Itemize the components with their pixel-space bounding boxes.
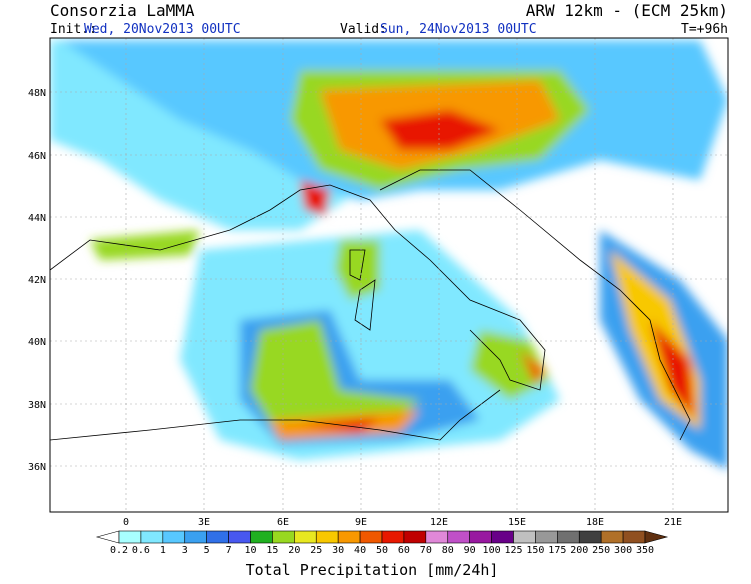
colorbar-label: 10	[244, 545, 256, 556]
colorbar-box	[425, 530, 449, 544]
lon-label: 15E	[508, 517, 526, 528]
colorbar-box	[447, 530, 470, 544]
colorbar-label: 40	[354, 545, 366, 556]
left-title: Consorzia LaMMA	[50, 1, 195, 20]
lon-label: 0	[123, 517, 129, 528]
lon-label: 9E	[355, 517, 367, 528]
colorbar-label: 70	[420, 545, 432, 556]
lat-label: 38N	[28, 400, 46, 411]
colorbar-box	[381, 530, 405, 544]
colorbar-box	[228, 530, 251, 544]
colorbar-label: 3	[182, 545, 188, 556]
colorbar-label: 80	[442, 545, 454, 556]
colorbar-box	[622, 530, 646, 544]
colorbar-label: 20	[288, 545, 300, 556]
colorbar-box	[140, 530, 164, 544]
lead-time: T=+96h	[681, 22, 728, 37]
colorbar-label: 60	[398, 545, 410, 556]
colorbar-end	[644, 530, 669, 544]
colorbar-box	[403, 530, 427, 544]
colorbar-title: Total Precipitation [mm/24h]	[246, 561, 499, 579]
colorbar-label: 1	[160, 545, 166, 556]
colorbar-box	[578, 530, 602, 544]
lon-label: 6E	[277, 517, 289, 528]
colorbar-label: 200	[570, 545, 588, 556]
colorbar-label: 5	[204, 545, 210, 556]
lat-label: 44N	[28, 213, 46, 224]
colorbar-box	[206, 530, 229, 544]
colorbar-label: 125	[504, 545, 522, 556]
lat-label: 36N	[28, 462, 46, 473]
colorbar-label: 175	[548, 545, 566, 556]
colorbar-box	[294, 530, 317, 544]
valid-time: Sun, 24Nov2013 00UTC	[380, 22, 537, 37]
colorbar-box	[250, 530, 273, 544]
colorbar-label: 350	[636, 545, 654, 556]
lon-label: 3E	[198, 517, 210, 528]
lat-label: 46N	[28, 151, 46, 162]
colorbar-label: 30	[332, 545, 344, 556]
lat-label: 48N	[28, 88, 46, 99]
colorbar-label: 7	[226, 545, 232, 556]
init-time: Wed, 20Nov2013 00UTC	[84, 22, 241, 37]
colorbar-label: 150	[526, 545, 544, 556]
colorbar-label: 250	[592, 545, 610, 556]
lat-label: 42N	[28, 275, 46, 286]
lat-label: 40N	[28, 337, 46, 348]
colorbar-box	[359, 530, 383, 544]
lon-label: 18E	[586, 517, 604, 528]
colorbar-box	[315, 530, 339, 544]
precip-field	[50, 38, 728, 512]
colorbar-box	[337, 530, 361, 544]
right-title: ARW 12km - (ECM 25km)	[526, 1, 728, 20]
colorbar-label: 0.2	[110, 545, 128, 556]
valid-label: Valid:	[340, 22, 387, 37]
colorbar-box	[600, 530, 624, 544]
colorbar-label: 300	[614, 545, 632, 556]
colorbar-label: 50	[376, 545, 388, 556]
colorbar-label: 0.6	[132, 545, 150, 556]
colorbar-label: 100	[483, 545, 501, 556]
colorbar-box	[513, 530, 536, 544]
colorbar-box	[557, 530, 580, 544]
map-frame	[49, 37, 729, 513]
lon-label: 21E	[664, 517, 682, 528]
colorbar-box	[469, 530, 492, 544]
colorbar-box	[272, 530, 295, 544]
colorbar-label: 90	[464, 545, 476, 556]
colorbar-box	[535, 530, 558, 544]
colorbar-box	[118, 530, 142, 544]
colorbar-end	[95, 530, 120, 544]
colorbar-box	[162, 530, 186, 544]
colorbar-label: 15	[266, 545, 278, 556]
colorbar-box	[491, 530, 514, 544]
colorbar-box	[184, 530, 207, 544]
colorbar-label: 25	[310, 545, 322, 556]
init-label: Init.:	[50, 22, 97, 37]
lon-label: 12E	[430, 517, 448, 528]
